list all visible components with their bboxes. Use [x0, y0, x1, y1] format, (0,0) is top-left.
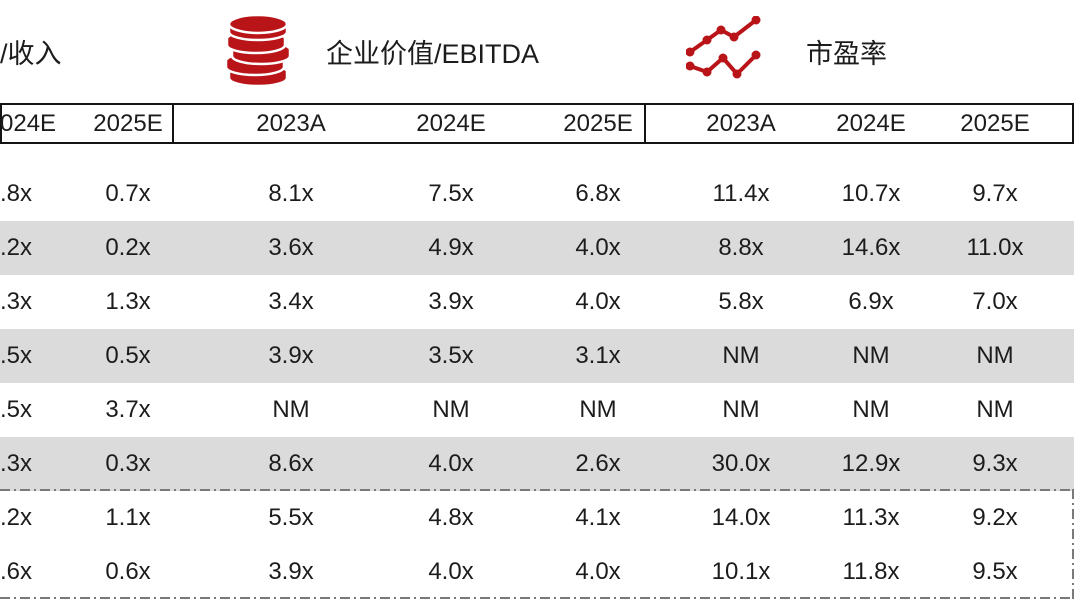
table-cell: 10.1x: [711, 558, 771, 585]
table-cell: 4.1x: [575, 504, 621, 531]
table-cell: 5.8x: [718, 288, 764, 315]
table-row: .6x 0.6x 3.9x 4.0x 4.0x 10.1x 11.8x 9.5x: [0, 545, 1074, 599]
table-cell: 3.9x: [268, 342, 314, 369]
table-row: .5x 3.7x NM NM NM NM NM NM: [0, 383, 1074, 437]
table-cell: 9.7x: [972, 180, 1018, 207]
table-cell: 0.5x: [105, 342, 151, 369]
table-cell: 7.0x: [972, 288, 1018, 315]
table-cell: 8.8x: [718, 234, 764, 261]
table-cell: .2x: [0, 504, 33, 531]
table-cell: .3x: [0, 450, 33, 477]
table-cell: 5.5x: [268, 504, 314, 531]
summary-top-dashed-border: [0, 489, 1074, 491]
table-cell: 14.0x: [711, 504, 771, 531]
table-cell: .2x: [0, 234, 33, 261]
coin-stack-icon: [222, 10, 294, 93]
table-cell: 11.3x: [842, 504, 900, 531]
table-cell: NM: [852, 396, 890, 423]
table-cell: 11.4x: [712, 180, 770, 207]
table-cell: 0.7x: [105, 180, 151, 207]
table-cell: 2.6x: [575, 450, 621, 477]
table-cell: 7.5x: [428, 180, 474, 207]
table-cell: 8.6x: [268, 450, 314, 477]
table-cell: 6.8x: [575, 180, 621, 207]
table-cell: NM: [579, 396, 617, 423]
table-cell: 0.6x: [105, 558, 151, 585]
column-header: 2023A: [256, 110, 326, 137]
table-cell: NM: [722, 396, 760, 423]
table-cell: 3.9x: [428, 288, 474, 315]
table-cell: 4.0x: [428, 450, 474, 477]
ev-revenue-label-truncated: /收入: [0, 39, 62, 69]
table-cell: 9.2x: [972, 504, 1018, 531]
table-cell: 4.0x: [428, 558, 474, 585]
table-cell: 4.8x: [428, 504, 474, 531]
header-divider-left: [0, 104, 2, 143]
header-divider-revenue-ebitda: [172, 104, 174, 143]
ev-ebitda-label: 企业价值/EBITDA: [326, 39, 540, 69]
table-cell: .6x: [0, 558, 33, 585]
table-cell: 0.2x: [105, 234, 151, 261]
table-cell: .8x: [0, 180, 33, 207]
table-cell: 30.0x: [711, 450, 771, 477]
line-chart-icon: [685, 15, 766, 85]
header-bottom-border: [0, 142, 1074, 144]
table-cell: 3.7x: [105, 396, 151, 423]
table-cell: 12.9x: [841, 450, 901, 477]
table-cell: 9.3x: [972, 450, 1018, 477]
table-row: .3x 0.3x 8.6x 4.0x 2.6x 30.0x 12.9x 9.3x: [0, 437, 1074, 491]
column-header: 024E: [0, 110, 57, 137]
table-cell: 3.6x: [268, 234, 314, 261]
table-cell: 14.6x: [841, 234, 901, 261]
table-cell: 9.5x: [972, 558, 1018, 585]
table-row: .8x 0.7x 8.1x 7.5x 6.8x 11.4x 10.7x 9.7x: [0, 167, 1074, 221]
table-cell: 10.7x: [841, 180, 901, 207]
pe-ratio-label: 市盈率: [806, 39, 887, 69]
table-cell: NM: [976, 342, 1014, 369]
table-cell: 4.9x: [428, 234, 474, 261]
header-divider-ebitda-pe: [644, 104, 646, 143]
header-top-border: [0, 103, 1074, 105]
column-header: 2024E: [416, 110, 486, 137]
table-row: .2x 0.2x 3.6x 4.9x 4.0x 8.8x 14.6x 11.0x: [0, 221, 1074, 275]
table-cell: NM: [852, 342, 890, 369]
column-header: 2025E: [93, 110, 163, 137]
table-cell: .5x: [0, 396, 33, 423]
table-cell: 3.4x: [268, 288, 314, 315]
table-cell: NM: [722, 342, 760, 369]
table-cell: 4.0x: [575, 234, 621, 261]
table-cell: 11.8x: [842, 558, 900, 585]
table-cell: 3.9x: [268, 558, 314, 585]
header-divider-right: [1072, 104, 1074, 143]
table-cell: .3x: [0, 288, 33, 315]
column-header: 2025E: [960, 110, 1030, 137]
table-row: .3x 1.3x 3.4x 3.9x 4.0x 5.8x 6.9x 7.0x: [0, 275, 1074, 329]
column-header-row: 024E 2025E 2023A 2024E 2025E 2023A 2024E…: [0, 104, 1074, 143]
summary-right-dashed-border: [1072, 489, 1074, 599]
table-cell: 11.0x: [966, 234, 1024, 261]
table-cell: 0.3x: [105, 450, 151, 477]
table-cell: 1.1x: [105, 504, 151, 531]
table-cell: 3.5x: [428, 342, 474, 369]
column-header: 2024E: [836, 110, 906, 137]
column-header: 2023A: [706, 110, 776, 137]
table-cell: .5x: [0, 342, 33, 369]
summary-bottom-dashed-border: [0, 597, 1074, 599]
table-cell: 4.0x: [575, 288, 621, 315]
table-cell: 3.1x: [575, 342, 621, 369]
table-cell: 6.9x: [848, 288, 894, 315]
column-header: 2025E: [563, 110, 633, 137]
table-row: .2x 1.1x 5.5x 4.8x 4.1x 14.0x 11.3x 9.2x: [0, 491, 1074, 545]
table-cell: 1.3x: [105, 288, 151, 315]
table-cell: 4.0x: [575, 558, 621, 585]
table-cell: NM: [432, 396, 470, 423]
table-cell: NM: [976, 396, 1014, 423]
table-cell: 8.1x: [268, 180, 314, 207]
table-cell: NM: [272, 396, 310, 423]
table-row: .5x 0.5x 3.9x 3.5x 3.1x NM NM NM: [0, 329, 1074, 383]
